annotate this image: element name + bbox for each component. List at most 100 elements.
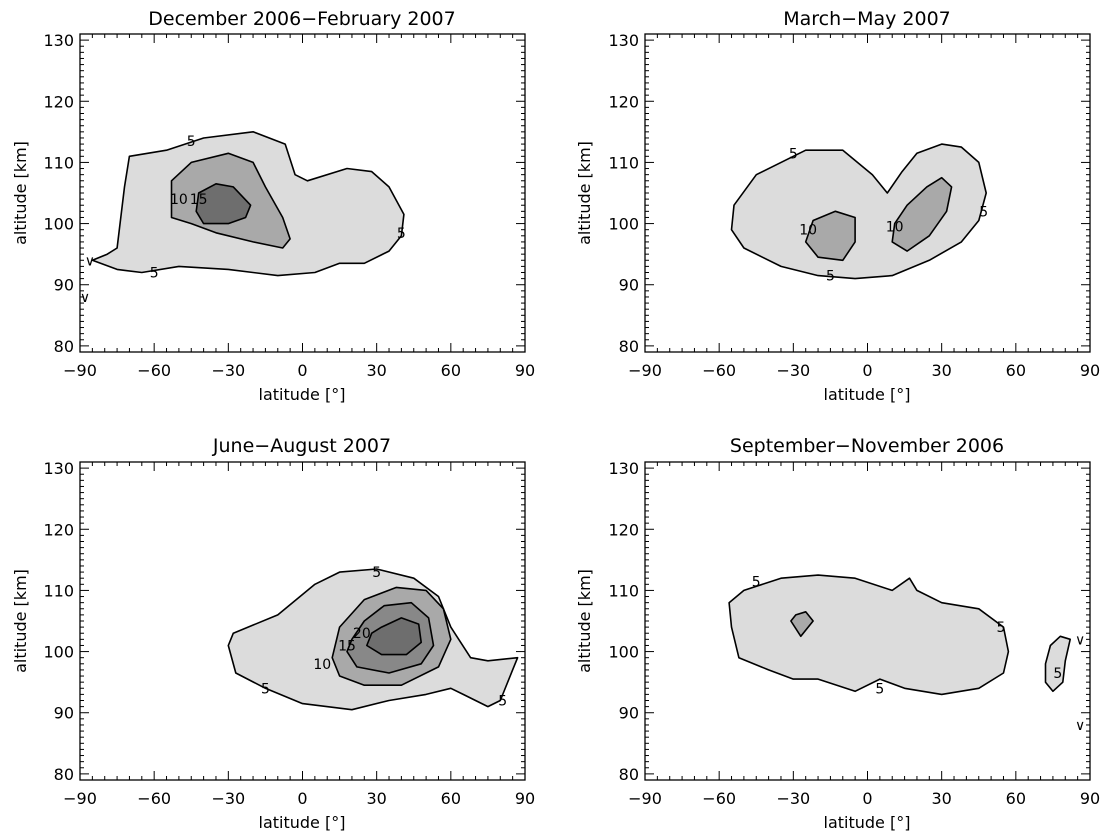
x-tick-label: 30: [366, 361, 386, 380]
x-tick-label: −60: [702, 789, 736, 808]
contour-label: 5: [826, 269, 835, 285]
y-tick-label: 80: [619, 765, 639, 784]
x-tick-label: −60: [702, 361, 736, 380]
contour-5: [730, 143, 988, 280]
contour-5: [728, 574, 1010, 696]
y-tick-label: 130: [43, 31, 74, 50]
contour-10: [790, 610, 814, 638]
panel-title: September−November 2006: [730, 435, 1004, 457]
y-tick-label: 90: [54, 276, 74, 295]
x-tick-label: 60: [441, 789, 461, 808]
y-tick-label: 100: [608, 215, 639, 234]
y-tick-label: 90: [54, 704, 74, 723]
x-axis-label: latitude [°]: [824, 385, 911, 404]
x-tick-label: 0: [862, 789, 872, 808]
x-tick-label: −90: [628, 361, 662, 380]
y-tick-label: 90: [619, 276, 639, 295]
y-tick-label: 120: [608, 92, 639, 111]
x-tick-label: −60: [137, 361, 171, 380]
x-tick-label: 90: [1080, 789, 1100, 808]
x-axis-label: latitude [°]: [259, 813, 346, 832]
y-tick-label: 130: [43, 459, 74, 478]
x-tick-label: 30: [931, 361, 951, 380]
contour-label: 10: [799, 223, 817, 239]
x-tick-label: −30: [776, 789, 810, 808]
y-tick-label: 110: [43, 581, 74, 600]
contour-label: 5: [875, 681, 884, 697]
contour-10: [804, 210, 856, 262]
contour-20: [365, 617, 423, 656]
x-tick-label: 60: [441, 361, 461, 380]
contour-label: 15: [338, 638, 356, 654]
x-tick-label: 90: [1080, 361, 1100, 380]
contour-label: 15: [190, 192, 208, 208]
y-tick-label: 80: [54, 337, 74, 356]
y-tick-label: 110: [608, 153, 639, 172]
contour-label: ∨: [80, 290, 90, 306]
contour-label: ∨: [1075, 718, 1085, 734]
y-tick-label: 120: [43, 92, 74, 111]
panel-title: March−May 2007: [783, 8, 951, 30]
contour-label: 20: [353, 626, 371, 642]
contour-label: 5: [150, 266, 159, 282]
x-tick-label: −90: [628, 789, 662, 808]
plot-area: 5 10 15 5 5 ∨ ∨ −90 −60 −30 0 30 60 90 80 90 100 110 120 13…: [43, 31, 535, 380]
contour-5: [1044, 635, 1071, 693]
y-axis-label: altitude [km]: [575, 141, 594, 245]
y-axis-label: altitude [km]: [11, 141, 30, 245]
y-axis-label: altitude [km]: [575, 569, 594, 673]
contour-label: ∨: [1075, 632, 1085, 648]
x-axis-label: latitude [°]: [259, 385, 346, 404]
contour-label: 10: [313, 657, 331, 673]
panel-sep-nov: September−November 2006 5 5 5 5 ∨ ∨ −90 −60 −30 0…: [575, 435, 1100, 832]
x-tick-label: −30: [211, 361, 245, 380]
y-axis-label: altitude [km]: [11, 569, 30, 673]
contour-label: 5: [261, 681, 270, 697]
contour-label: 5: [752, 574, 761, 590]
contour-label: 5: [979, 204, 988, 220]
x-tick-label: −90: [63, 361, 97, 380]
contour-label: 10: [170, 192, 188, 208]
panel-dec-feb: December 2006−February 2007 5 10 15 5 5 ∨ ∨ −90…: [11, 8, 535, 404]
x-tick-label: 0: [297, 361, 307, 380]
y-tick-label: 100: [608, 643, 639, 662]
x-axis-label: latitude [°]: [824, 813, 911, 832]
x-tick-label: 90: [515, 789, 535, 808]
y-tick-label: 110: [608, 581, 639, 600]
y-tick-label: 80: [54, 765, 74, 784]
y-tick-label: 120: [43, 520, 74, 539]
contour-label: 5: [187, 134, 196, 150]
x-tick-label: 60: [1006, 361, 1026, 380]
contour-label: 5: [997, 620, 1006, 636]
contour-label: 5: [1053, 666, 1062, 682]
x-tick-label: 90: [515, 361, 535, 380]
x-tick-label: 30: [366, 789, 386, 808]
panel-mar-may: March−May 2007 5 10 10 5 5 −90 −60 −30 0 30 60 90 80…: [575, 8, 1100, 404]
contour-label: 10: [886, 220, 904, 236]
x-tick-label: 0: [862, 361, 872, 380]
y-tick-label: 130: [608, 459, 639, 478]
contour-10: [891, 176, 953, 252]
y-tick-label: 90: [619, 704, 639, 723]
plot-area: 5 10 10 5 5 −90 −60 −30 0 30 60 90 80 90 100 110 120 130: [608, 31, 1100, 380]
x-tick-label: −90: [63, 789, 97, 808]
y-tick-label: 80: [619, 337, 639, 356]
y-tick-label: 120: [608, 520, 639, 539]
x-tick-label: 30: [931, 789, 951, 808]
x-tick-label: −30: [211, 789, 245, 808]
contour-label: 5: [397, 226, 406, 242]
contour-label: 5: [498, 694, 507, 710]
y-tick-label: 100: [43, 643, 74, 662]
x-tick-label: −60: [137, 789, 171, 808]
x-tick-label: 0: [297, 789, 307, 808]
y-tick-label: 130: [608, 31, 639, 50]
panel-title: June−August 2007: [212, 435, 391, 457]
plot-area: 5 5 5 5 ∨ ∨ −90 −60 −30 0 30 60 90 80 90 100 110 120 130: [608, 459, 1100, 808]
contour-label: 5: [789, 146, 798, 162]
y-tick-label: 110: [43, 153, 74, 172]
x-tick-label: 60: [1006, 789, 1026, 808]
contour-label: 5: [372, 565, 381, 581]
